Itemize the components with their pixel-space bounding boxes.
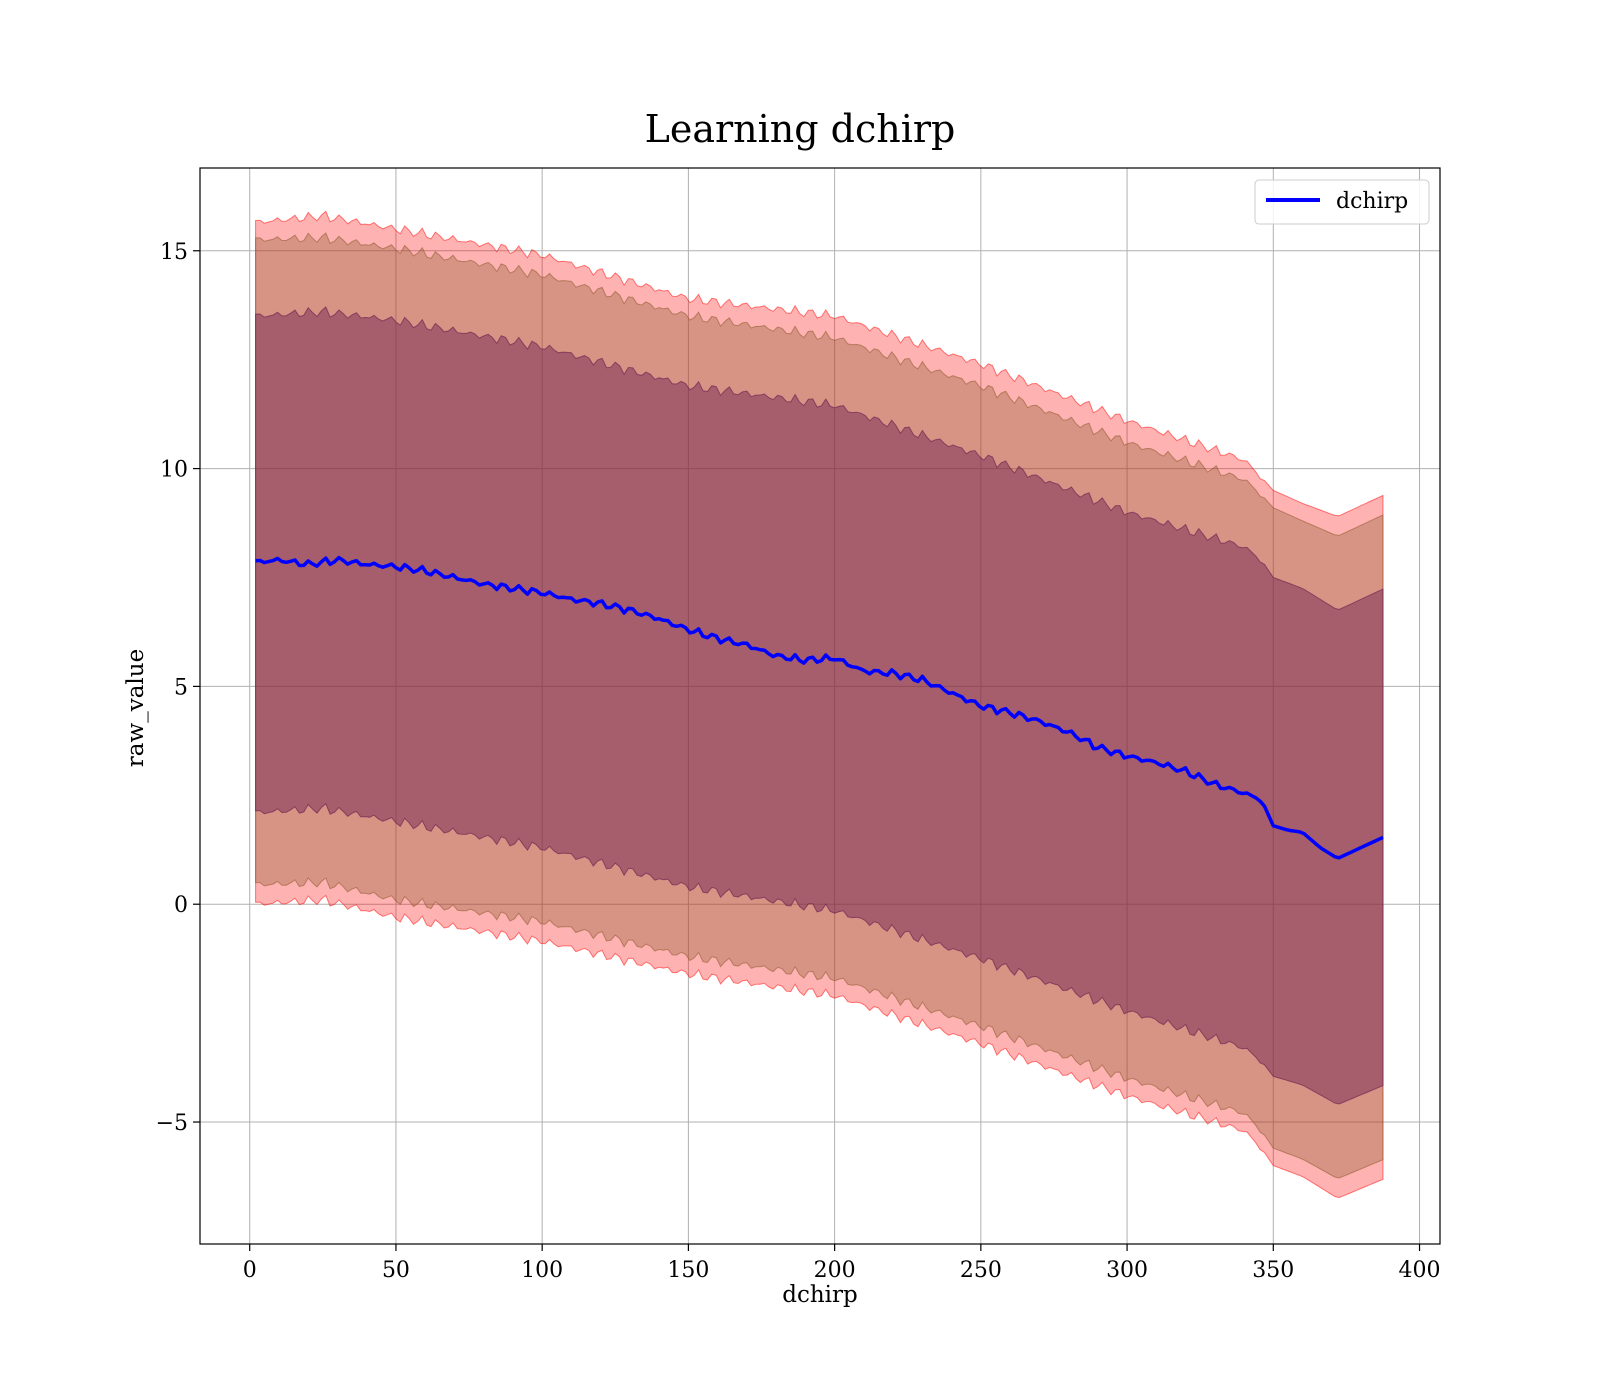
x-tick-label-2: 100 xyxy=(521,1258,563,1283)
plot-frame xyxy=(199,167,1441,1245)
x-tick-label-8: 400 xyxy=(1399,1258,1441,1283)
x-tick-label-0: 0 xyxy=(243,1258,257,1283)
y-tick-label-1: 0 xyxy=(174,893,188,918)
y-tick-label-2: 5 xyxy=(174,675,188,700)
legend: dchirp xyxy=(1254,179,1430,225)
x-tick-label-1: 50 xyxy=(382,1258,410,1283)
legend-label-dchirp: dchirp xyxy=(1336,189,1408,214)
x-tick-label-6: 300 xyxy=(1106,1258,1148,1283)
x-tick-label-3: 150 xyxy=(667,1258,709,1283)
y-axis-label: raw_value xyxy=(123,649,149,767)
x-tick-label-5: 250 xyxy=(960,1258,1002,1283)
band-outer xyxy=(255,210,1384,1199)
x-axis-label: dchirp xyxy=(782,1282,858,1308)
axis-ticks: 0 50 100 150 200 250 300 350 400 −5 0 5 10 15 xyxy=(156,240,1441,1283)
grid xyxy=(200,168,1440,1244)
band-middle xyxy=(255,232,1384,1179)
confidence-bands xyxy=(255,210,1384,1199)
legend-box xyxy=(1254,179,1430,225)
y-tick-label-3: 10 xyxy=(160,458,188,483)
x-tick-label-4: 200 xyxy=(814,1258,856,1283)
chart-title: Learning dchirp xyxy=(645,107,956,151)
series-lines xyxy=(255,555,1384,860)
y-tick-label-4: 15 xyxy=(160,240,188,265)
series-line-dchirp xyxy=(255,555,1384,860)
x-tick-label-7: 350 xyxy=(1252,1258,1294,1283)
plot-area xyxy=(200,168,1440,1244)
band-inner xyxy=(255,306,1384,1105)
y-tick-label-0: −5 xyxy=(156,1111,188,1136)
